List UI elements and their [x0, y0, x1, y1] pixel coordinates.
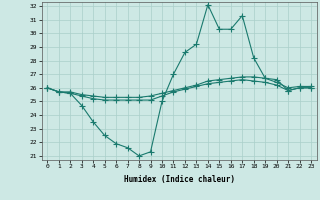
X-axis label: Humidex (Indice chaleur): Humidex (Indice chaleur)	[124, 175, 235, 184]
